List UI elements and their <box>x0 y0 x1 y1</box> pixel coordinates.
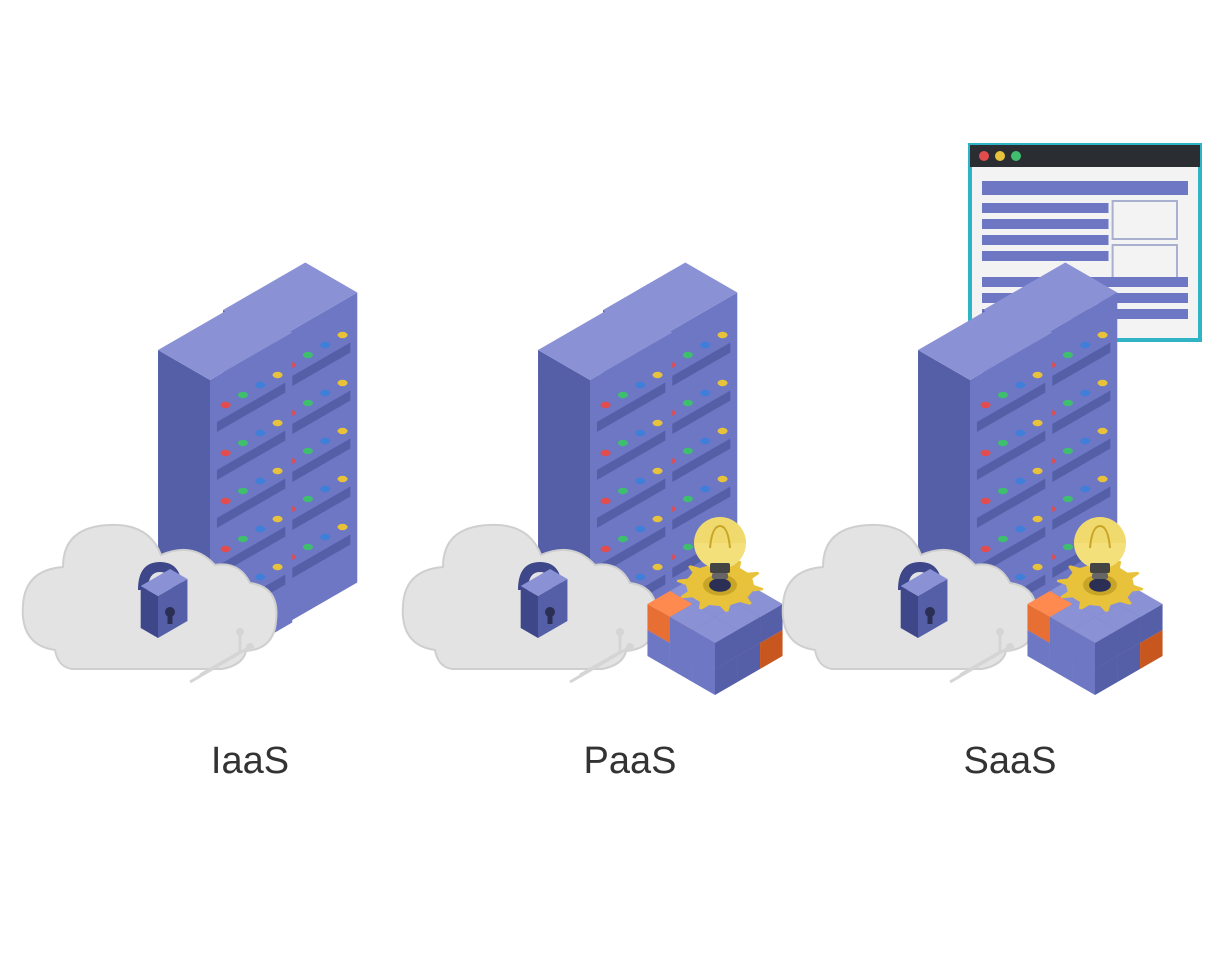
iaas-illustration <box>60 225 440 745</box>
label-iaas: IaaS <box>211 740 289 783</box>
label-paas: PaaS <box>584 740 677 783</box>
infographic-stage: IaaS PaaS SaaS <box>0 0 1225 980</box>
label-saas: SaaS <box>964 740 1057 783</box>
panel-saas: SaaS <box>820 225 1200 745</box>
saas-illustration <box>820 225 1200 745</box>
paas-illustration <box>440 225 820 745</box>
panel-iaas: IaaS <box>60 225 440 745</box>
panel-paas: PaaS <box>440 225 820 745</box>
